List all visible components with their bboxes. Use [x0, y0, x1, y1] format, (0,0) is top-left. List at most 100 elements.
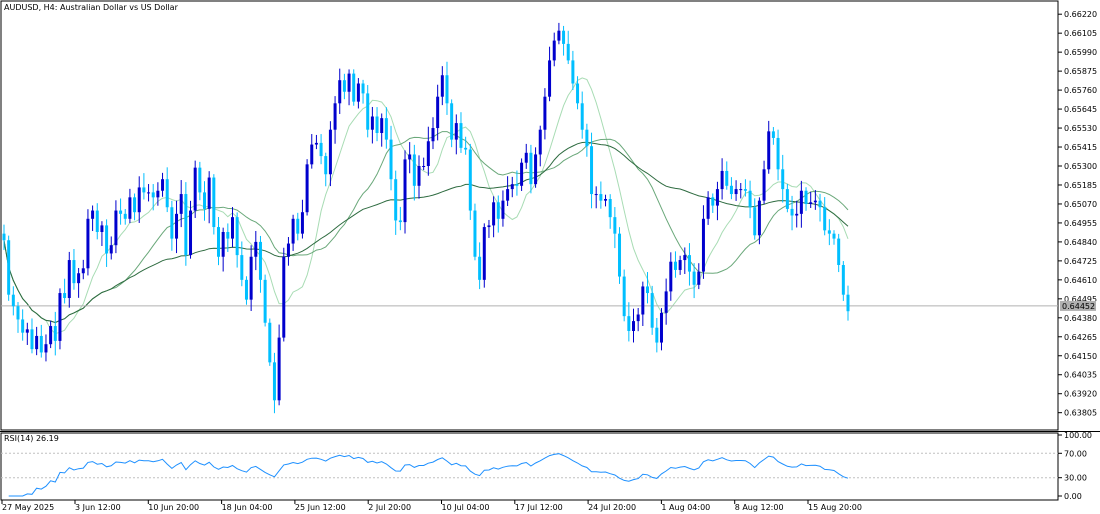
candle-body: [524, 152, 528, 163]
candle-body: [375, 116, 379, 133]
price-tick-label: 0.64840: [1064, 238, 1097, 247]
candle-body: [384, 118, 388, 140]
price-tick-label: 0.63805: [1064, 409, 1097, 418]
candle-body: [795, 213, 799, 216]
candle-body: [235, 217, 239, 256]
candle-body: [515, 184, 519, 186]
candle-body: [562, 30, 566, 44]
candle-body: [580, 103, 584, 130]
candle-body: [739, 189, 743, 191]
moving-averages: [1, 77, 1058, 335]
candle-body: [827, 230, 831, 234]
candle-body: [492, 202, 496, 226]
candle-body: [608, 199, 612, 218]
candle-body: [389, 139, 393, 180]
candle-body: [408, 154, 412, 160]
candle-body: [669, 261, 673, 292]
candle-body: [729, 185, 733, 195]
candle-body: [813, 200, 817, 203]
candle-body: [683, 255, 687, 261]
candle-body: [659, 312, 663, 343]
rsi-line: [8, 453, 849, 497]
time-tick-label: 15 Aug 20:00: [808, 503, 862, 512]
candle-body: [67, 260, 71, 298]
rsi-pane: 100.00 70.00 30.00 0.00: [0, 431, 1092, 501]
main-frame: [0, 0, 1059, 431]
ma-slow-line: [3, 141, 849, 324]
price-tick-label: 0.64495: [1064, 295, 1097, 304]
price-tick-label: 0.65185: [1064, 181, 1097, 190]
candle-body: [356, 83, 360, 102]
candle-body: [743, 189, 747, 191]
candle-body: [776, 137, 780, 170]
candle-body: [268, 322, 272, 363]
candle-body: [790, 208, 794, 216]
candle-body: [468, 149, 472, 211]
candle-body: [216, 227, 220, 257]
candle-body: [207, 177, 211, 209]
candle-body: [748, 190, 752, 208]
rsi-tick-label: 0.00: [1064, 492, 1082, 501]
candle-body: [272, 362, 276, 401]
candle-body: [39, 335, 43, 353]
candle-body: [226, 232, 230, 239]
time-tick-label: 10 Jul 04:00: [442, 503, 490, 512]
candle-body: [114, 210, 118, 246]
price-tick-label: 0.65645: [1064, 105, 1097, 114]
price-tick-label: 0.65760: [1064, 86, 1097, 95]
candle-body: [21, 319, 25, 333]
candle-body: [548, 60, 552, 97]
candle-body: [16, 306, 20, 320]
time-tick-label: 3 Jun 12:00: [75, 503, 121, 512]
candle-body: [799, 190, 803, 214]
candle-body: [221, 232, 225, 257]
candle-body: [35, 335, 39, 350]
candle-body: [632, 321, 636, 331]
candle-body: [585, 129, 589, 147]
candle-body: [804, 190, 808, 204]
time-tick-label: 24 Jul 20:00: [588, 503, 636, 512]
candle-body: [310, 144, 314, 165]
candle-body: [496, 202, 500, 219]
candle-body: [203, 192, 207, 209]
candle-body: [147, 192, 151, 194]
current-price-tag: [1060, 300, 1096, 311]
price-tick-label: 0.65415: [1064, 143, 1097, 152]
candle-body: [534, 154, 538, 185]
candle-body: [566, 43, 570, 61]
price-tick-label: 0.64725: [1064, 257, 1097, 266]
price-tick-label: 0.63920: [1064, 390, 1097, 399]
candle-body: [501, 200, 505, 219]
candlesticks: [2, 22, 850, 414]
candle-body: [627, 316, 631, 331]
candle-body: [53, 326, 57, 341]
candle-body: [431, 128, 435, 142]
price-tick-label: 0.65875: [1064, 67, 1097, 76]
ma-fast-line: [3, 77, 849, 335]
candle-body: [450, 103, 454, 140]
candle-body: [520, 162, 524, 186]
candle-body: [342, 80, 346, 92]
price-tick-label: 0.64150: [1064, 352, 1097, 361]
candle-body: [422, 166, 426, 167]
time-tick-label: 10 Jun 20:00: [148, 503, 199, 512]
candle-body: [394, 179, 398, 221]
candle-body: [142, 187, 146, 193]
candle-body: [459, 123, 463, 148]
candle-body: [81, 268, 85, 274]
candle-body: [58, 293, 62, 341]
price-tick-label: 0.64380: [1064, 314, 1097, 323]
candle-body: [706, 197, 710, 219]
candle-body: [300, 212, 304, 234]
candle-body: [846, 294, 850, 312]
candle-body: [454, 123, 458, 140]
candle-body: [650, 293, 654, 328]
time-tick-label: 25 Jun 12:00: [295, 503, 346, 512]
candle-body: [398, 220, 402, 223]
candle-body: [487, 225, 491, 228]
candle-body: [436, 96, 440, 129]
candle-body: [725, 170, 729, 186]
candle-body: [170, 207, 174, 239]
candle-body: [63, 293, 67, 298]
